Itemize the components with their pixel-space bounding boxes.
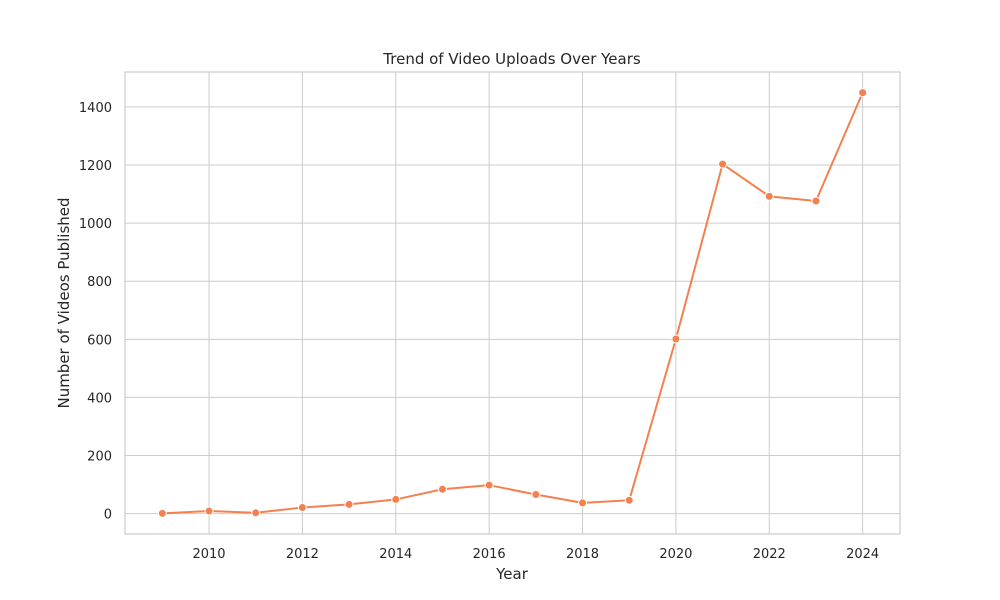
y-tick-label: 1400	[79, 101, 112, 116]
tick-layer: 2010 2012 2014 2016 2018 2020 2022 2024 0 200 400 6…	[79, 101, 879, 562]
series-layer	[157, 88, 868, 518]
x-tick-label: 2016	[473, 547, 506, 562]
grid-layer	[125, 72, 900, 534]
y-axis-label: Number of Videos Published	[55, 197, 73, 408]
x-tick-label: 2020	[659, 547, 692, 562]
data-point	[671, 334, 681, 344]
y-tick-label: 200	[87, 450, 112, 465]
y-tick-label: 800	[87, 275, 112, 290]
x-tick-label: 2012	[286, 547, 319, 562]
data-point	[484, 480, 494, 490]
data-point	[344, 499, 354, 509]
data-point	[297, 503, 307, 513]
x-tick-label: 2024	[846, 547, 879, 562]
y-tick-label: 400	[87, 391, 112, 406]
chart-title: Trend of Video Uploads Over Years	[382, 50, 641, 68]
plot-frame	[124, 71, 901, 535]
data-point	[811, 196, 821, 206]
y-tick-label: 1000	[79, 217, 112, 232]
x-tick-label: 2010	[192, 547, 225, 562]
data-point	[437, 484, 447, 494]
series-line	[162, 92, 864, 515]
data-point	[578, 498, 588, 508]
y-tick-label: 600	[87, 333, 112, 348]
x-axis-label: Year	[495, 565, 529, 583]
data-point	[251, 508, 261, 518]
x-tick-label: 2018	[566, 547, 599, 562]
data-point	[157, 508, 167, 518]
data-point	[531, 489, 541, 499]
data-point	[391, 494, 401, 504]
x-tick-label: 2014	[379, 547, 412, 562]
y-tick-label: 1200	[79, 159, 112, 174]
data-point	[858, 88, 868, 98]
data-point	[764, 191, 774, 201]
y-tick-label: 0	[104, 508, 112, 523]
data-point	[624, 495, 634, 505]
data-point	[204, 506, 214, 516]
data-point	[718, 159, 728, 169]
x-tick-label: 2022	[753, 547, 786, 562]
